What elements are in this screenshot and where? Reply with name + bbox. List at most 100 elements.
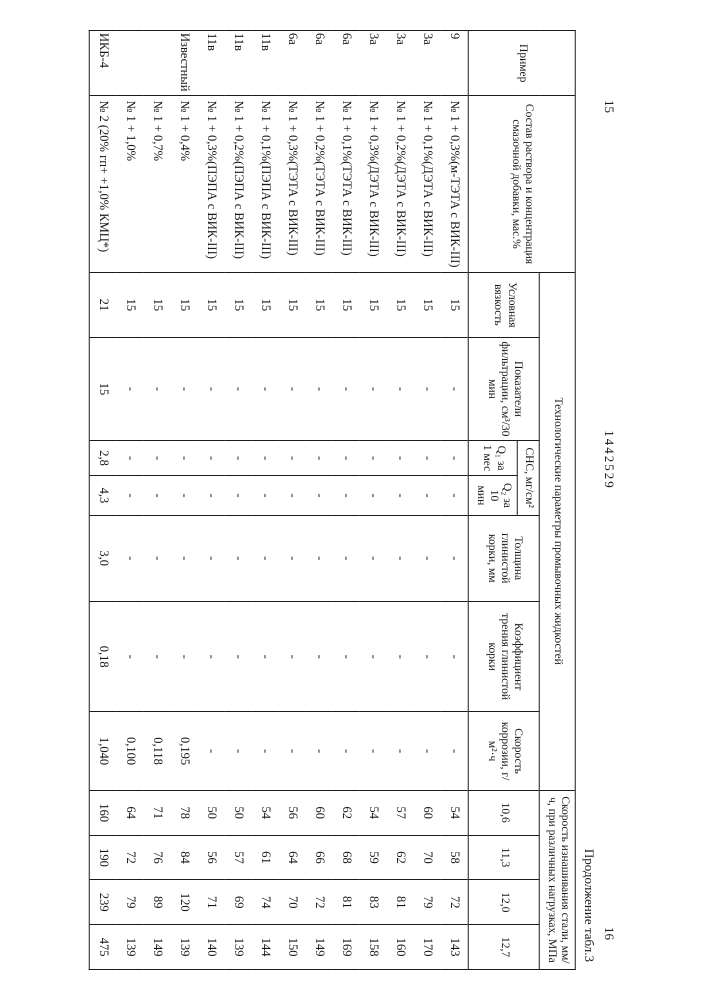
- cell: -: [198, 601, 225, 711]
- cell: 15: [279, 272, 306, 338]
- col-w1: 10,6: [469, 790, 540, 835]
- cell: -: [117, 338, 144, 441]
- cell: -: [117, 440, 144, 476]
- cell: -: [252, 338, 279, 441]
- cell: 11в: [225, 31, 252, 96]
- table-row: 11в№ 1 + 0,3%(ПЭПА с ВИК-III)15------505…: [198, 31, 225, 970]
- cell: [117, 31, 144, 96]
- cell: 72: [306, 880, 333, 925]
- cell: 11в: [198, 31, 225, 96]
- cell: 15: [198, 272, 225, 338]
- cell: -: [225, 515, 252, 601]
- col-wear: Скорость изнашивания стали, мм/ч, при ра…: [540, 790, 575, 969]
- cell: -: [387, 515, 414, 601]
- cell: 190: [90, 835, 118, 880]
- cell: -: [171, 515, 198, 601]
- table-row: 3а№ 1 + 0,2%(ДЭТА с ВИК-III)15------5762…: [387, 31, 414, 970]
- cell: -: [225, 712, 252, 790]
- cell: 74: [252, 880, 279, 925]
- cell: -: [387, 440, 414, 476]
- cell: -: [225, 476, 252, 515]
- cell: 54: [360, 790, 387, 835]
- cell: 61: [252, 835, 279, 880]
- cell: -: [144, 338, 171, 441]
- cell: 143: [441, 925, 469, 970]
- cell: -: [252, 601, 279, 711]
- cell: -: [414, 515, 441, 601]
- cell: № 1 + 0,1%(ПЭПА с ВИК-III): [252, 96, 279, 272]
- cell: -: [306, 338, 333, 441]
- cell: -: [279, 440, 306, 476]
- cell: 78: [171, 790, 198, 835]
- data-table: Пример Состав раствора и концентрация см…: [89, 30, 575, 970]
- cell: № 1 + 0,2%(ТЭТА с ВИК-III): [306, 96, 333, 272]
- cell: 1,040: [90, 712, 118, 790]
- cell: -: [225, 338, 252, 441]
- col-tol: Толщина глинистой корки, мм: [469, 515, 540, 601]
- cell: -: [333, 712, 360, 790]
- cell: 139: [225, 925, 252, 970]
- cell: 68: [333, 835, 360, 880]
- cell: 79: [117, 880, 144, 925]
- table-row: ИКБ-4№ 2 (20% гп+ +1,0% КМЦ*)21152,84,33…: [90, 31, 118, 970]
- table-row: 11в№ 1 + 0,2%(ПЭПА с ВИК-III)15------505…: [225, 31, 252, 970]
- cell: № 1 + 1,0%: [117, 96, 144, 272]
- cell: 56: [198, 835, 225, 880]
- cell: 239: [90, 880, 118, 925]
- cell: -: [252, 440, 279, 476]
- cell: -: [441, 515, 469, 601]
- cell: 160: [90, 790, 118, 835]
- cell: 58: [441, 835, 469, 880]
- cell: -: [279, 601, 306, 711]
- cell: 170: [414, 925, 441, 970]
- cell: -: [387, 712, 414, 790]
- cell: № 1 + 0,2%(ДЭТА с ВИК-III): [387, 96, 414, 272]
- cell: -: [360, 601, 387, 711]
- cell: -: [252, 476, 279, 515]
- cell: -: [414, 601, 441, 711]
- cell: 72: [117, 835, 144, 880]
- cell: 6а: [279, 31, 306, 96]
- cell: -: [306, 515, 333, 601]
- cell: -: [306, 440, 333, 476]
- cell: 149: [144, 925, 171, 970]
- cell: -: [333, 601, 360, 711]
- cell: 81: [333, 880, 360, 925]
- cell: 66: [306, 835, 333, 880]
- cell: -: [441, 712, 469, 790]
- table-row: 9№ 1 + 0,3%(м-ТЭТА с ВИК-III)15------545…: [441, 31, 469, 970]
- cell: 69: [225, 880, 252, 925]
- cell: -: [144, 601, 171, 711]
- cell: 81: [387, 880, 414, 925]
- cell: 3а: [360, 31, 387, 96]
- cell: -: [414, 712, 441, 790]
- page-left: 15: [601, 100, 617, 113]
- cell: 160: [387, 925, 414, 970]
- cell: 3а: [414, 31, 441, 96]
- cell: № 1 + 0,3%(ДЭТА с ВИК-III): [360, 96, 387, 272]
- cell: -: [279, 515, 306, 601]
- table-row: 6а№ 1 + 0,3%(ТЭТА с ВИК-III)15------5664…: [279, 31, 306, 970]
- cell: -: [198, 338, 225, 441]
- cell: 0,100: [117, 712, 144, 790]
- cell: 76: [144, 835, 171, 880]
- cell: -: [441, 338, 469, 441]
- cell: 57: [387, 790, 414, 835]
- cell: -: [414, 440, 441, 476]
- cell: -: [144, 440, 171, 476]
- cell: № 1 + 0,3%(ПЭПА с ВИК-III): [198, 96, 225, 272]
- cell: -: [225, 601, 252, 711]
- cell: 0,118: [144, 712, 171, 790]
- cell: 54: [252, 790, 279, 835]
- cell: 15: [414, 272, 441, 338]
- cell: 15: [252, 272, 279, 338]
- col-cnc1: Q₁ за 1 мес: [469, 440, 518, 476]
- cell: -: [441, 601, 469, 711]
- cell: -: [171, 601, 198, 711]
- cell: 62: [387, 835, 414, 880]
- cell: 120: [171, 880, 198, 925]
- cell: № 1 + 0,4%: [171, 96, 198, 272]
- col-usl: Условная вязкость: [469, 272, 540, 338]
- top-meta-row: 15 1442529 16: [601, 60, 617, 940]
- cell: -: [360, 338, 387, 441]
